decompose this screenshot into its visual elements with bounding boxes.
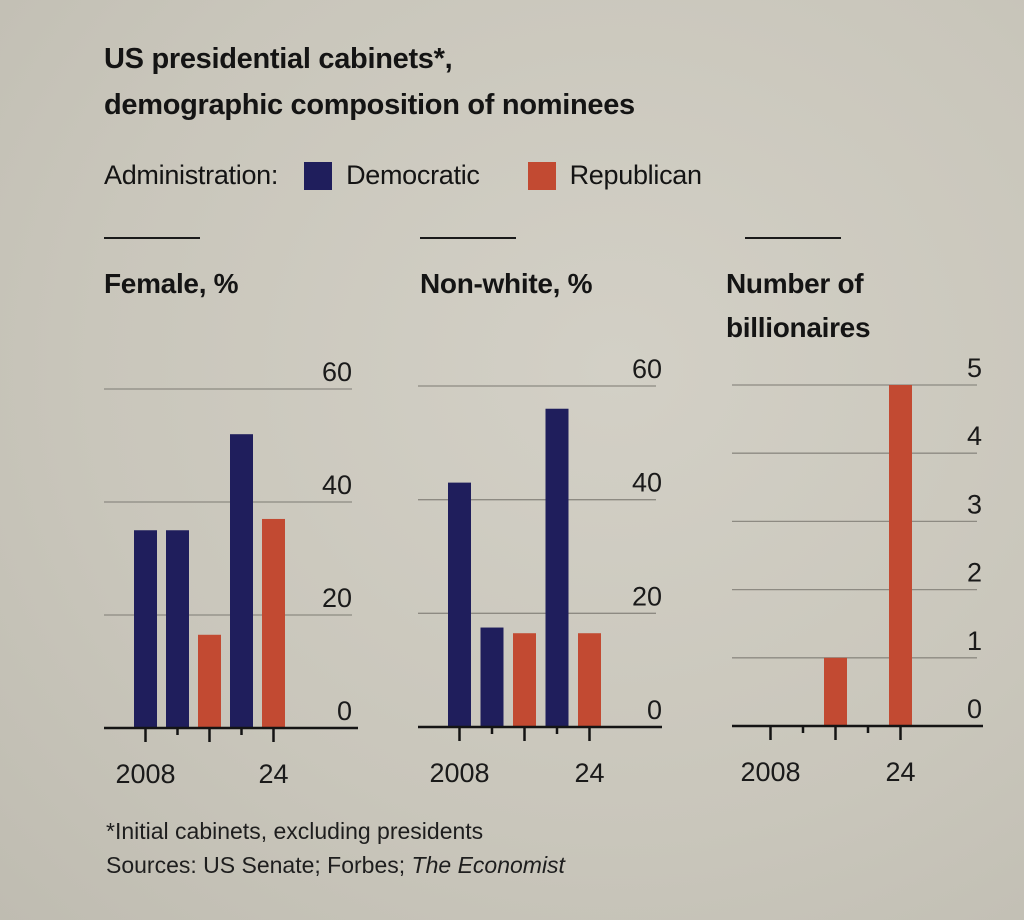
- panel-title-female: Female, %: [104, 268, 239, 299]
- legend-item-republican: Republican: [569, 160, 702, 190]
- bar-billionaires-2024: [889, 385, 912, 726]
- bar-nonwhite-2008: [448, 482, 471, 727]
- title-line-1: US presidential cabinets*,: [104, 43, 453, 75]
- sources-text: Sources: US Senate; Forbes;: [106, 852, 412, 878]
- ytick-label-billionaires-5: 5: [967, 353, 982, 383]
- footnote-sources: Sources: US Senate; Forbes; The Economis…: [106, 848, 565, 882]
- ytick-label-nonwhite-20: 20: [632, 581, 662, 611]
- legend-swatch-democratic: [304, 161, 333, 190]
- xtick-label-nonwhite-2024: 24: [574, 758, 604, 788]
- bar-female-2008: [134, 530, 157, 728]
- panel-rule-nonwhite: [420, 237, 516, 239]
- panel-title-billionaires-line-2: billionaires: [726, 312, 871, 343]
- panel-title-billionaires-line-1: Number of: [726, 268, 864, 299]
- legend-label: Administration:: [104, 160, 279, 190]
- title-line-2: demographic composition of nominees: [104, 89, 635, 121]
- ytick-label-nonwhite-0: 0: [647, 695, 662, 725]
- ytick-label-billionaires-0: 0: [967, 694, 982, 724]
- xtick-label-billionaires-2024: 24: [885, 757, 915, 787]
- panel-rule-female: [104, 237, 200, 239]
- panel-title-nonwhite: Non-white, %: [420, 268, 593, 299]
- bar-nonwhite-2012: [480, 627, 504, 727]
- bar-nonwhite-2024: [578, 633, 601, 727]
- ytick-label-billionaires-2: 2: [967, 558, 982, 588]
- ytick-label-female-60: 60: [322, 357, 352, 387]
- xtick-label-billionaires-2008: 2008: [740, 757, 800, 787]
- bar-female-2016: [198, 634, 221, 728]
- xtick-label-female-2024: 24: [258, 759, 288, 789]
- xtick-label-nonwhite-2008: 2008: [429, 758, 489, 788]
- legend: Administration: Democratic Republican: [104, 160, 702, 191]
- ytick-label-billionaires-3: 3: [967, 489, 982, 519]
- legend-swatch-republican: [527, 161, 556, 190]
- ytick-label-nonwhite-40: 40: [632, 468, 662, 498]
- ytick-label-nonwhite-60: 60: [632, 354, 662, 384]
- xtick-label-female-2008: 2008: [115, 759, 175, 789]
- bar-female-2020: [230, 434, 253, 728]
- ytick-label-billionaires-4: 4: [967, 421, 982, 451]
- footnote-note: *Initial cabinets, excluding presidents: [106, 818, 484, 844]
- ytick-label-female-0: 0: [337, 696, 352, 726]
- sources-italic: The Economist: [411, 852, 565, 878]
- chart-title: US presidential cabinets*, demographic c…: [104, 36, 635, 128]
- panel-rule-billionaires: [745, 237, 841, 239]
- bar-female-2024: [262, 518, 285, 728]
- bar-nonwhite-2020: [545, 408, 569, 727]
- legend-item-democratic: Democratic: [346, 160, 480, 190]
- footnote: *Initial cabinets, excluding presidents …: [106, 814, 565, 882]
- panel-title-billionaires: Number of billionaires: [726, 262, 871, 350]
- bar-nonwhite-2016: [513, 633, 536, 727]
- bar-billionaires-2016: [824, 657, 847, 726]
- bar-female-2012: [166, 530, 189, 728]
- ytick-label-billionaires-1: 1: [967, 626, 982, 656]
- ytick-label-female-40: 40: [322, 470, 352, 500]
- ytick-label-female-20: 20: [322, 583, 352, 613]
